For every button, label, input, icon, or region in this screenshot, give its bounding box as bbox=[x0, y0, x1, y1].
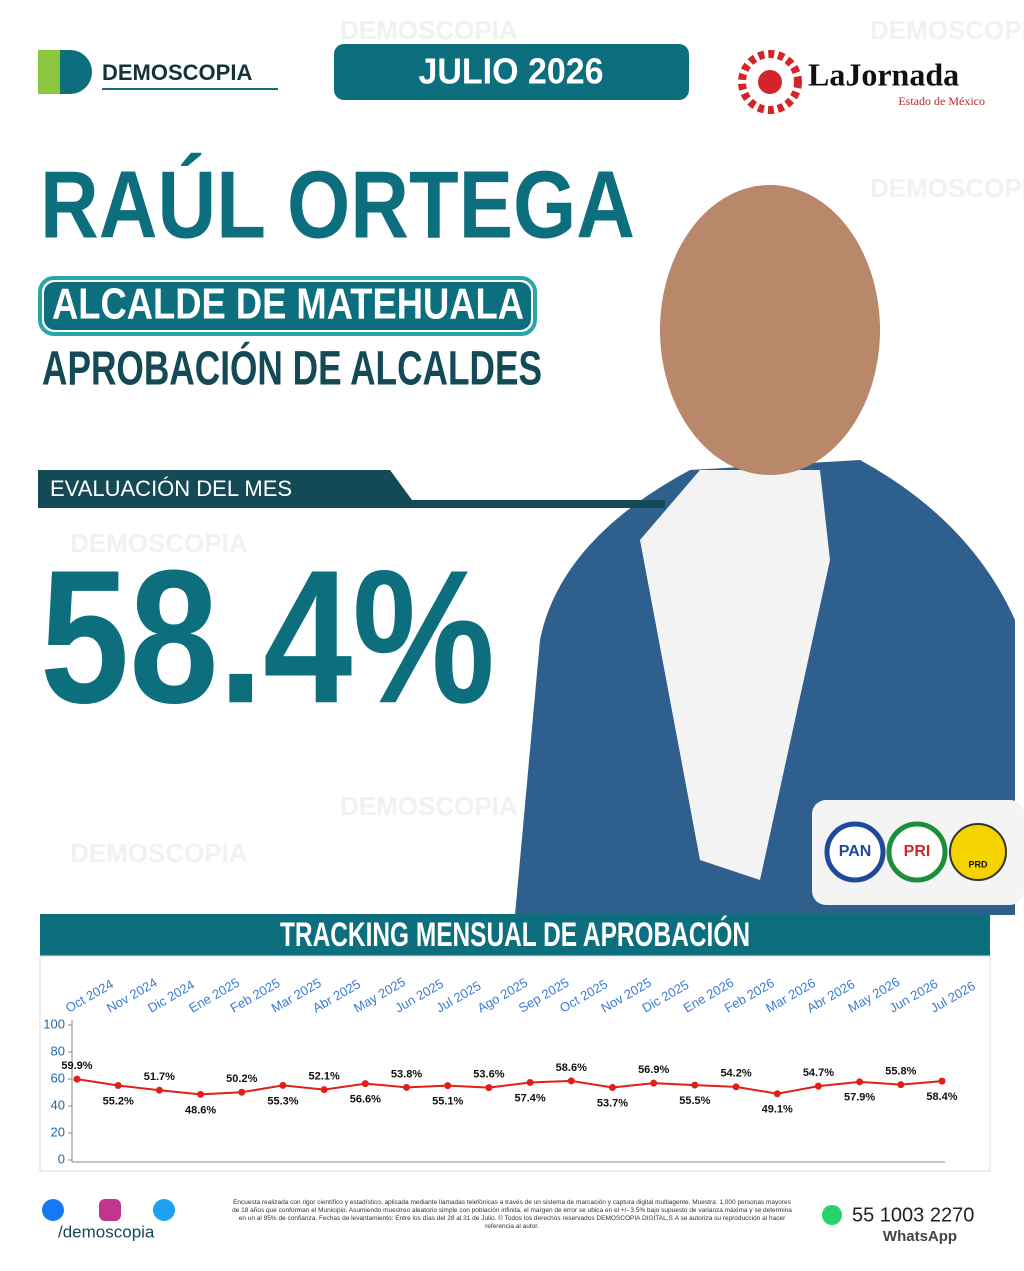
phone: 55 1003 2270 bbox=[852, 1204, 974, 1226]
point bbox=[197, 1090, 205, 1098]
data-label: 55.3% bbox=[267, 1095, 298, 1107]
date-pill bbox=[334, 44, 689, 100]
data-label: 57.9% bbox=[844, 1092, 875, 1104]
handle: /demoscopia bbox=[58, 1222, 155, 1241]
twitter-icon[interactable] bbox=[153, 1199, 175, 1221]
point bbox=[444, 1082, 452, 1090]
data-label: 52.1% bbox=[309, 1071, 340, 1083]
data-label: 55.8% bbox=[885, 1066, 916, 1078]
point bbox=[73, 1075, 81, 1083]
y-tick-label: 0 bbox=[58, 1151, 65, 1166]
data-label: 55.1% bbox=[432, 1096, 463, 1108]
data-label: 49.1% bbox=[762, 1104, 793, 1116]
data-label: 48.6% bbox=[185, 1104, 216, 1116]
data-label: 53.7% bbox=[597, 1097, 628, 1109]
logo-mark bbox=[60, 50, 92, 94]
eval-banner bbox=[38, 470, 665, 508]
point bbox=[320, 1086, 328, 1094]
point bbox=[938, 1077, 946, 1085]
point bbox=[608, 1084, 616, 1092]
chart-area bbox=[39, 955, 991, 1172]
data-label: 54.7% bbox=[803, 1067, 834, 1079]
y-tick-label: 80 bbox=[51, 1043, 65, 1058]
point bbox=[856, 1078, 864, 1086]
point bbox=[897, 1081, 905, 1089]
point bbox=[403, 1083, 411, 1091]
watermark: DEMOSCOPIA bbox=[70, 838, 248, 868]
point bbox=[814, 1082, 822, 1090]
y-tick-label: 60 bbox=[51, 1070, 65, 1085]
party: PRI bbox=[904, 843, 931, 860]
point bbox=[279, 1081, 287, 1089]
data-label: 57.4% bbox=[514, 1092, 545, 1104]
watermark: DEMOSCOPIA bbox=[870, 173, 1024, 203]
footnote: Encuesta realizada con rigor científico … bbox=[232, 1199, 792, 1230]
role-box bbox=[44, 282, 531, 330]
data-label: 59.9% bbox=[61, 1060, 92, 1072]
point bbox=[485, 1084, 493, 1092]
party-logo bbox=[949, 823, 1007, 881]
data-label: 55.2% bbox=[103, 1095, 134, 1107]
point bbox=[238, 1088, 246, 1096]
name: RAÚL ORTEGA bbox=[40, 151, 635, 258]
data-label: 53.6% bbox=[473, 1069, 504, 1081]
y-tick-label: 40 bbox=[51, 1097, 65, 1112]
point bbox=[361, 1080, 369, 1088]
chart-title: TRACKING MENSUAL DE APROBACIÓN bbox=[280, 916, 750, 954]
point bbox=[650, 1079, 658, 1087]
watermark: DEMOSCOPIA bbox=[70, 528, 248, 558]
logo-mark bbox=[38, 50, 60, 94]
instagram-icon[interactable] bbox=[99, 1199, 121, 1221]
eval-label: EVALUACIÓN DEL MES bbox=[50, 476, 292, 501]
party-logo bbox=[824, 821, 886, 883]
photo-face bbox=[660, 185, 880, 475]
data-label: 53.8% bbox=[391, 1068, 422, 1080]
partner-logo bbox=[738, 50, 802, 114]
point bbox=[567, 1077, 575, 1085]
party: PRD bbox=[968, 859, 988, 869]
point bbox=[526, 1079, 534, 1087]
whatsapp-icon bbox=[822, 1205, 842, 1225]
point bbox=[114, 1081, 122, 1089]
y-tick-label: 100 bbox=[43, 1016, 65, 1031]
rule bbox=[102, 88, 278, 90]
photo-shirt bbox=[640, 470, 830, 880]
data-label: 58.6% bbox=[556, 1062, 587, 1074]
party: PAN bbox=[839, 843, 872, 860]
partner: LaJornada bbox=[808, 56, 959, 92]
watermark: DEMOSCOPIA bbox=[340, 15, 518, 45]
point bbox=[732, 1083, 740, 1091]
data-label: 50.2% bbox=[226, 1073, 257, 1085]
data-label: 55.5% bbox=[679, 1095, 710, 1107]
y-tick-label: 20 bbox=[51, 1124, 65, 1139]
watermark: DEMOSCOPIA bbox=[340, 791, 518, 821]
date: JULIO 2026 bbox=[419, 51, 604, 92]
partner-sub: Estado de México bbox=[898, 94, 985, 108]
facebook-icon[interactable] bbox=[42, 1199, 64, 1221]
data-label: 54.2% bbox=[720, 1068, 751, 1080]
channel: WhatsApp bbox=[883, 1228, 957, 1245]
role: ALCALDE DE MATEHUALA bbox=[52, 280, 524, 329]
point bbox=[155, 1086, 163, 1094]
brand: DEMOSCOPIA bbox=[102, 60, 252, 85]
party-logo bbox=[886, 821, 948, 883]
data-label: 56.6% bbox=[350, 1093, 381, 1105]
point bbox=[691, 1081, 699, 1089]
watermark: DEMOSCOPIA bbox=[870, 15, 1024, 45]
chart-banner bbox=[40, 914, 990, 956]
point bbox=[773, 1090, 781, 1098]
line bbox=[76, 1078, 943, 1096]
data-label: 56.9% bbox=[638, 1064, 669, 1076]
data-label: 58.4% bbox=[926, 1091, 957, 1103]
partner-logo bbox=[758, 70, 782, 94]
eval-value: 58.4% bbox=[40, 531, 495, 743]
data-label: 51.7% bbox=[144, 1071, 175, 1083]
topic: APROBACIÓN DE ALCALDES bbox=[42, 341, 542, 396]
